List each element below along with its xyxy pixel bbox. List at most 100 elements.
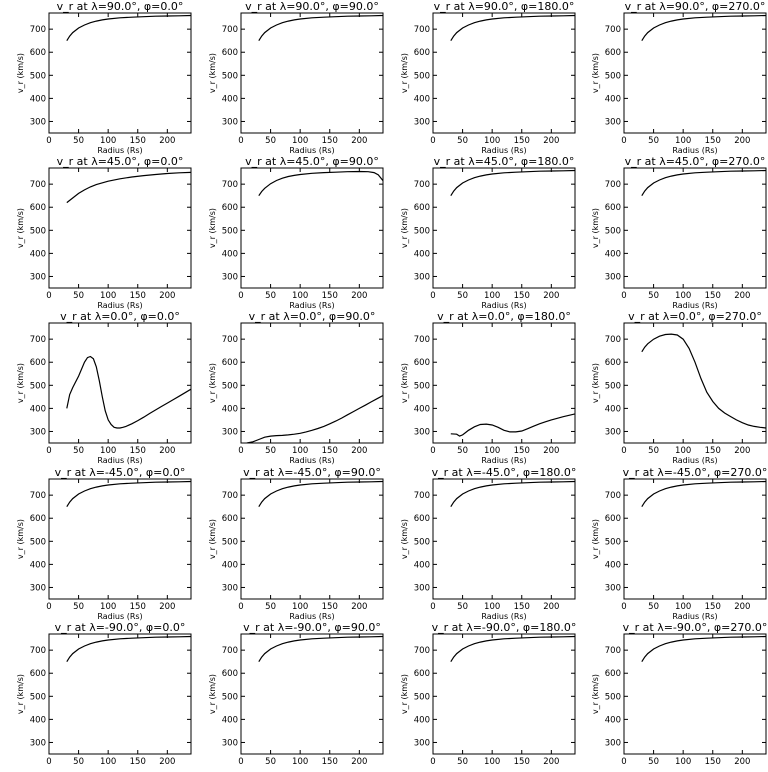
series-line [450, 480, 575, 508]
series-line [66, 14, 191, 42]
x-tick-label: 100 [100, 291, 116, 301]
panel-1: v_r at λ=90.0°, φ=90.0° 0 50 100 150 200 300 40… [208, 0, 384, 155]
x-tick-label: 150 [705, 136, 721, 146]
x-tick-label: 100 [484, 291, 500, 301]
series-line [258, 480, 383, 508]
y-tick-label: 700 [222, 646, 238, 656]
x-tick-label: 0 [621, 136, 626, 146]
y-tick-label: 400 [30, 249, 46, 259]
x-tick-label: 200 [351, 757, 367, 767]
series-line [66, 171, 191, 204]
series-line [246, 394, 383, 443]
panel-title: v_r at λ=-90.0°, φ=270.0° [623, 621, 768, 634]
y-tick-label: 600 [414, 203, 430, 213]
x-tick-label: 50 [457, 291, 468, 301]
x-tick-label: 50 [265, 291, 276, 301]
y-tick-label: 300 [30, 738, 46, 748]
y-tick-label: 300 [222, 738, 238, 748]
y-tick-label: 400 [414, 560, 430, 570]
y-tick-label: 500 [605, 537, 621, 547]
y-tick-label: 400 [414, 94, 430, 104]
x-tick-label: 50 [73, 602, 84, 612]
x-tick-label: 150 [514, 136, 530, 146]
x-tick-label: 50 [648, 446, 659, 456]
x-tick-label: 0 [238, 446, 243, 456]
x-tick-label: 200 [159, 602, 175, 612]
panel-8: v_r at λ=0.0°, φ=0.0° 0 50 100 150 200 300 400 5… [16, 310, 192, 465]
x-axis-label: Radius (Rs) [289, 612, 334, 621]
y-tick-label: 700 [222, 25, 238, 35]
x-tick-label: 0 [621, 291, 626, 301]
y-tick-label: 700 [30, 491, 46, 501]
x-tick-label: 100 [484, 136, 500, 146]
y-tick-label: 600 [605, 514, 621, 524]
panel-18: v_r at λ=-90.0°, φ=180.0° 0 50 100 150 200 300… [400, 621, 577, 772]
plot-frame [48, 12, 192, 134]
y-tick-label: 500 [222, 692, 238, 702]
plot-frame [432, 478, 576, 600]
series-line [450, 14, 575, 42]
x-tick-label: 100 [675, 136, 691, 146]
y-tick-label: 500 [222, 71, 238, 81]
x-tick-label: 0 [430, 291, 435, 301]
x-tick-label: 50 [457, 136, 468, 146]
y-tick-label: 400 [30, 404, 46, 414]
plot-frame [240, 12, 384, 134]
x-axis-label: Radius (Rs) [481, 456, 526, 465]
y-tick-label: 300 [30, 583, 46, 593]
y-tick-label: 400 [30, 94, 46, 104]
plot-frame [623, 478, 767, 600]
y-axis-label: v_r (km/s) [208, 674, 217, 714]
x-tick-label: 100 [675, 291, 691, 301]
y-tick-label: 700 [414, 646, 430, 656]
x-tick-label: 200 [734, 757, 750, 767]
x-axis-label: Radius (Rs) [289, 146, 334, 155]
x-tick-label: 150 [322, 446, 338, 456]
y-tick-label: 600 [605, 669, 621, 679]
y-tick-label: 700 [605, 25, 621, 35]
y-tick-label: 400 [414, 404, 430, 414]
x-axis-label: Radius (Rs) [97, 456, 142, 465]
y-tick-label: 700 [222, 180, 238, 190]
y-tick-label: 700 [414, 491, 430, 501]
x-tick-label: 200 [734, 136, 750, 146]
x-tick-label: 200 [543, 136, 559, 146]
x-tick-label: 100 [484, 757, 500, 767]
x-axis-label: Radius (Rs) [97, 146, 142, 155]
y-tick-label: 300 [605, 272, 621, 282]
y-tick-label: 500 [414, 537, 430, 547]
x-tick-label: 150 [705, 291, 721, 301]
x-tick-label: 200 [543, 602, 559, 612]
y-tick-label: 300 [414, 272, 430, 282]
series-line [450, 169, 575, 197]
x-tick-label: 150 [514, 291, 530, 301]
plot-frame [623, 12, 767, 134]
panel-13: v_r at λ=-45.0°, φ=90.0° 0 50 100 150 200 300 4… [208, 466, 384, 621]
x-tick-label: 200 [351, 446, 367, 456]
y-tick-label: 400 [222, 94, 238, 104]
y-tick-label: 300 [414, 117, 430, 127]
x-tick-label: 100 [292, 602, 308, 612]
panel-title: v_r at λ=-90.0°, φ=180.0° [432, 621, 577, 634]
y-tick-label: 600 [222, 358, 238, 368]
x-tick-label: 50 [648, 136, 659, 146]
panel-16: v_r at λ=-90.0°, φ=0.0° 0 50 100 150 200 300 40… [16, 621, 192, 772]
y-axis-label: v_r (km/s) [16, 53, 25, 93]
y-tick-label: 700 [605, 335, 621, 345]
plot-frame [240, 478, 384, 600]
x-tick-label: 50 [265, 136, 276, 146]
x-tick-label: 0 [238, 136, 243, 146]
y-tick-label: 300 [605, 583, 621, 593]
x-axis-label: Radius (Rs) [481, 301, 526, 310]
y-axis-label: v_r (km/s) [16, 519, 25, 559]
panel-9: v_r at λ=0.0°, φ=90.0° 0 50 100 150 200 300 400… [208, 310, 384, 465]
y-axis-label: v_r (km/s) [591, 674, 600, 714]
x-tick-label: 0 [621, 757, 626, 767]
panel-title: v_r at λ=-45.0°, φ=90.0° [243, 466, 381, 479]
plot-frame [432, 167, 576, 289]
y-tick-label: 300 [30, 117, 46, 127]
y-tick-label: 600 [30, 514, 46, 524]
x-tick-label: 50 [648, 291, 659, 301]
